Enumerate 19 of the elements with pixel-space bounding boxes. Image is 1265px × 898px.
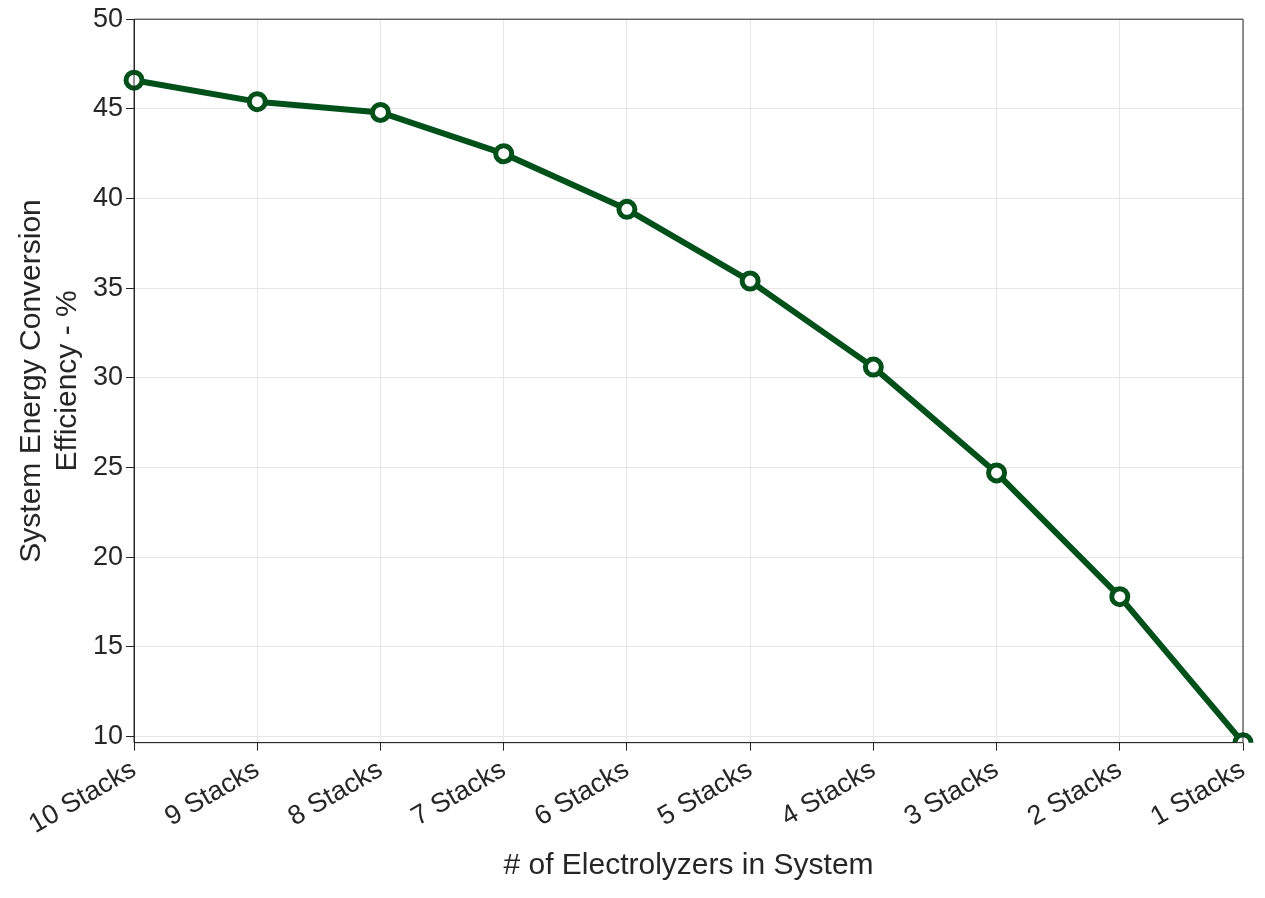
y-tick-label: 30 (92, 361, 124, 392)
x-axis-title: # of Electrolyzers in System (503, 847, 874, 881)
y-tick-label: 20 (92, 540, 124, 571)
y-tick-label: 45 (92, 92, 124, 123)
y-tick-label: 10 (92, 720, 124, 751)
point (246, 91, 268, 113)
point (986, 462, 1008, 484)
point (493, 143, 515, 165)
point (739, 270, 761, 292)
y-tick-label: 15 (92, 630, 124, 661)
point (862, 356, 884, 378)
y-axis-title: System Energy Conversion Efficiency - % (13, 199, 83, 563)
y-tick-label: 35 (92, 271, 124, 302)
point (616, 198, 638, 220)
point (1109, 586, 1131, 608)
y-tick-label: 25 (92, 451, 124, 482)
y-tick-label: 40 (92, 181, 124, 212)
point (369, 101, 391, 123)
y-tick-label: 50 (92, 2, 124, 33)
